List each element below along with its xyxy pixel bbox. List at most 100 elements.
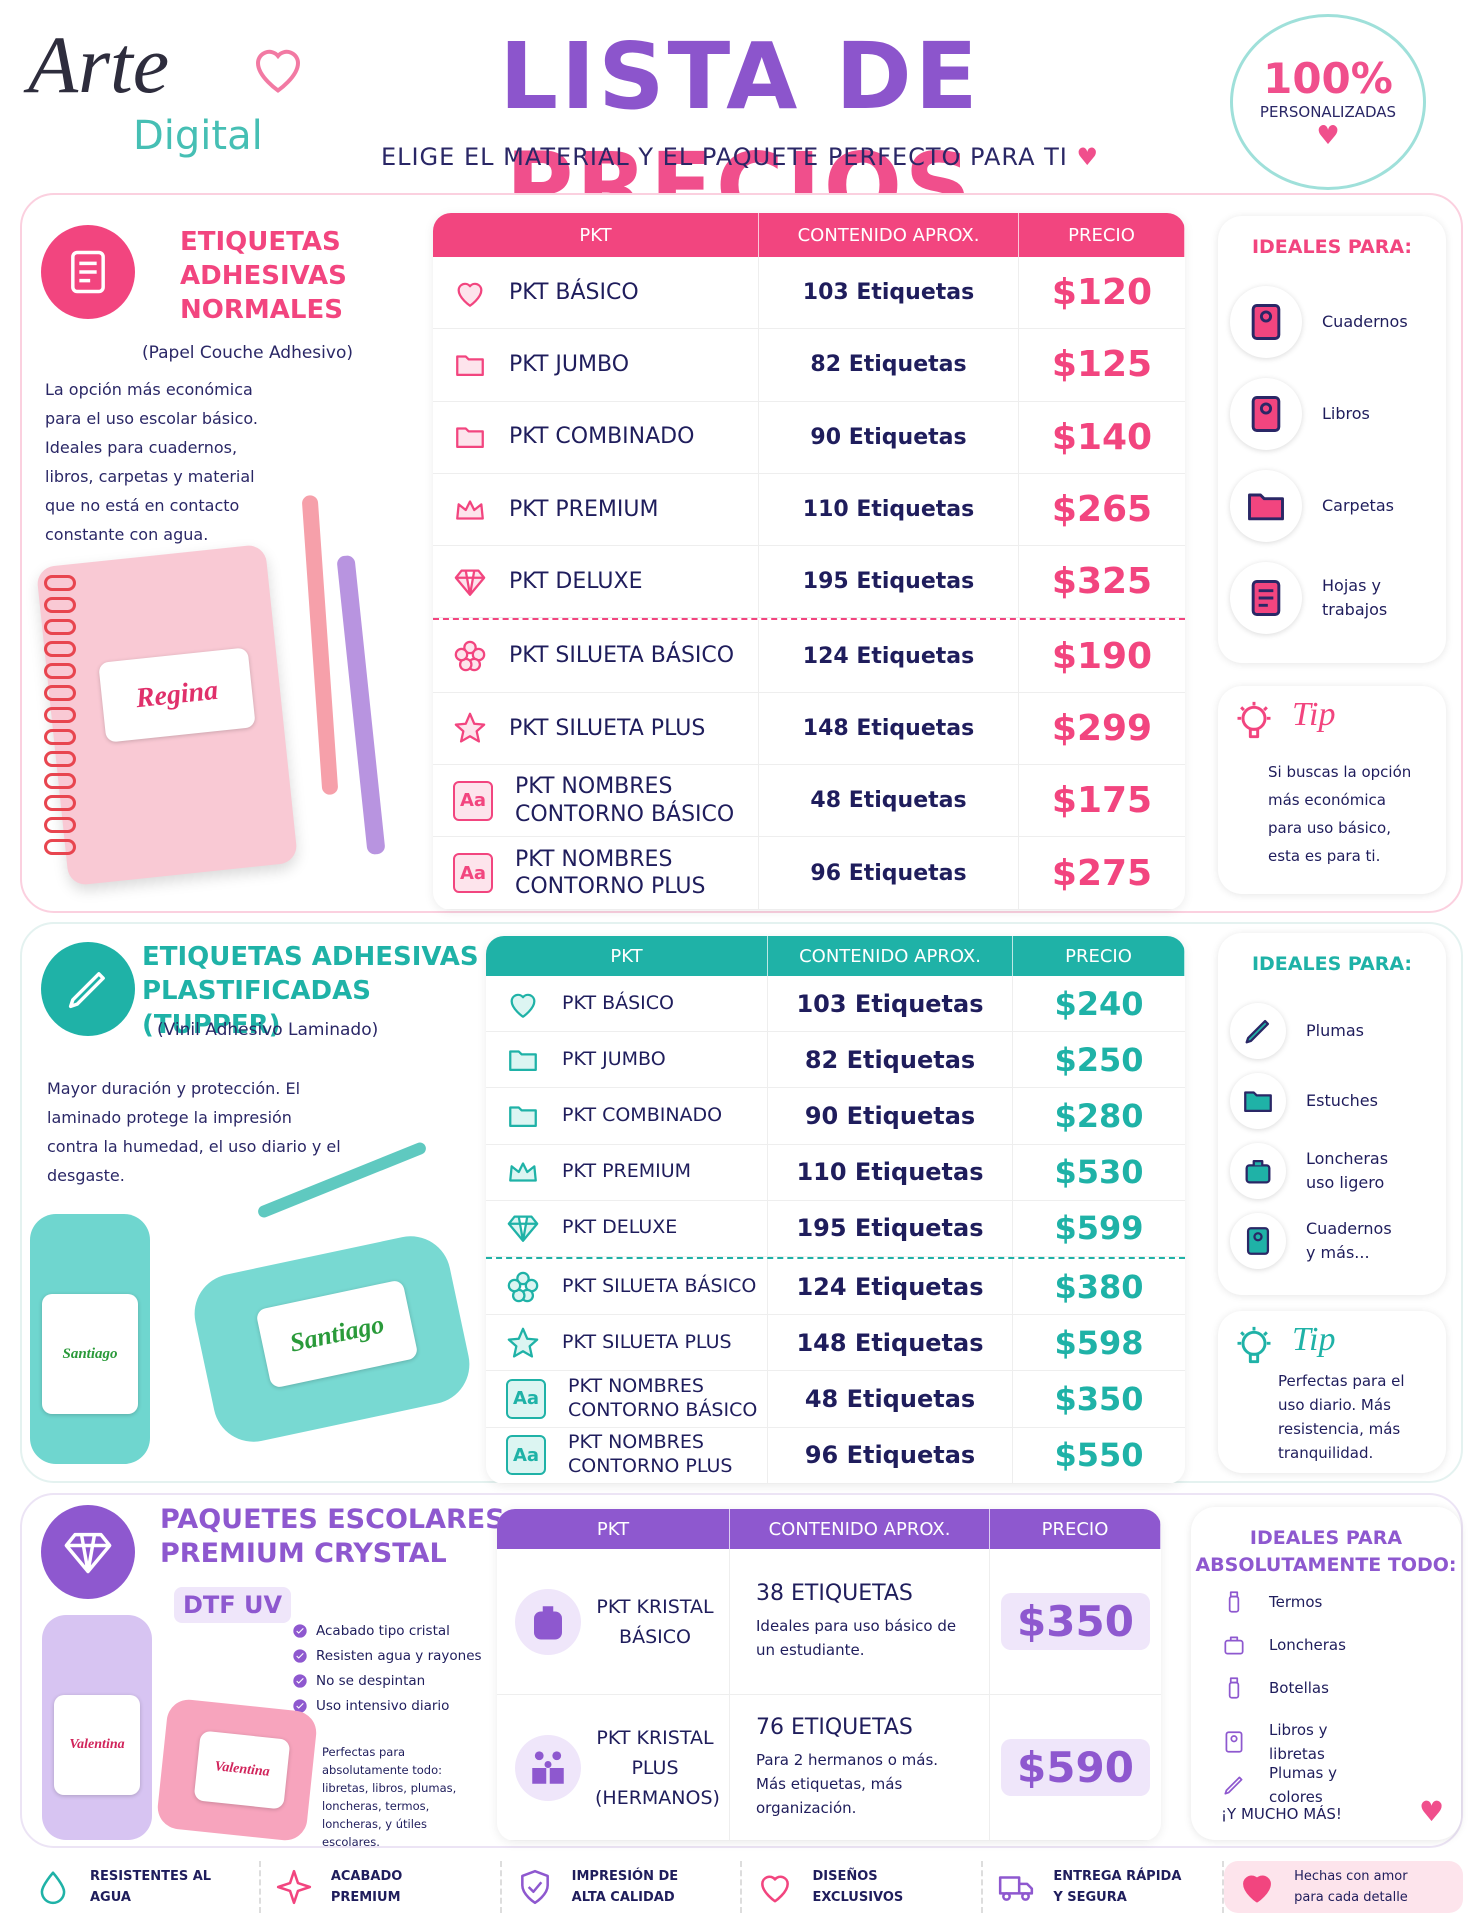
price: $350 (1001, 1593, 1150, 1650)
icon-backpack (534, 1605, 562, 1639)
decoration (532, 1767, 564, 1784)
icon-folder (509, 1106, 537, 1128)
decoration (71, 250, 105, 294)
content-cell: 82 Etiquetas (759, 329, 1019, 401)
decoration (1258, 589, 1274, 607)
footer-text: Hechas con amor para cada detalle (1294, 1869, 1408, 1905)
content: 82 Etiquetas (810, 352, 967, 378)
decoration (1229, 1591, 1239, 1598)
content: 90 Etiquetas (804, 1101, 976, 1130)
footer-text: ACABADO PREMIUM (330, 1869, 403, 1905)
content-title: 38 ETIQUETAS (756, 1581, 913, 1606)
price-cell: $590 (990, 1695, 1161, 1840)
pkt-name: PKT DELUXE (562, 1216, 678, 1239)
footer-text: DISEÑOS EXCLUSIVOS (812, 1869, 904, 1905)
decoration (507, 1327, 539, 1358)
content: 110 Etiquetas (796, 1158, 984, 1187)
ideal-box: IDEALES PARA ABSOLUTAMENTE TODO: Termos Lo… (1191, 1507, 1461, 1840)
ring (44, 707, 76, 723)
ideal-title: IDEALES PARA: (1251, 953, 1413, 975)
pkt-cell: PKT DELUXE (433, 546, 759, 618)
pkt-cell: PKT SILUETA PLUS (433, 692, 759, 765)
decoration (1229, 1636, 1239, 1641)
ring (44, 817, 76, 833)
feature: Resisten agua y rayones (292, 1648, 482, 1664)
ideal-text: Libros y libretas (1269, 1721, 1328, 1763)
price: $325 (1051, 561, 1153, 603)
icon-shield (520, 1869, 549, 1905)
pkt-cell: PKT JUMBO (433, 329, 759, 401)
icon-bottle (1228, 1677, 1240, 1699)
pkt-name: PKT SILUETA PLUS (509, 715, 706, 741)
feature-text: No se despintan (316, 1673, 426, 1689)
sticker: Regina (98, 647, 256, 743)
ideal-item: Hojas y trabajos (1230, 562, 1418, 634)
pkt-name: PKT NOMBRES CONTORNO PLUS (568, 1431, 733, 1478)
tip-box: Tip Si buscas la opción más económica par… (1218, 686, 1446, 894)
content: 103 Etiquetas (802, 280, 975, 306)
pkt-name: PKT NOMBRES CONTORNO BÁSICO (515, 774, 735, 827)
icon-check (293, 1649, 307, 1663)
table-row: Aa PKT NOMBRES CONTORNO PLUS 96 Etiquetas $… (433, 837, 1185, 910)
title-part: LISTA DE (499, 23, 981, 130)
footer: RESISTENTES AL AGUA ACABADO PREMIUM IMPRES… (20, 1857, 1463, 1917)
decoration (509, 1162, 537, 1182)
section-icon (41, 1505, 135, 1599)
ideal-text: Hojas y trabajos (1322, 576, 1388, 619)
decoration (507, 1278, 522, 1292)
pkt-cell: Aa PKT NOMBRES CONTORNO PLUS (486, 1427, 768, 1483)
decoration (463, 640, 477, 655)
ideal-item: Loncheras (1221, 1632, 1365, 1658)
decoration (296, 1627, 304, 1634)
ideal-box: IDEALES PARA: Plumas Estuches Loncheras uso… (1218, 933, 1446, 1295)
decoration (552, 1750, 562, 1760)
table-row: PKT DELUXE 195 Etiquetas $325 (433, 546, 1185, 619)
price-cell: $275 (1019, 837, 1185, 908)
table-row: PKT COMBINADO 90 Etiquetas $280 (486, 1088, 1185, 1145)
content-cell: 82 Etiquetas (768, 1032, 1013, 1088)
ideal-icon (1230, 1003, 1286, 1059)
decoration (1229, 1677, 1239, 1684)
decoration (509, 1106, 537, 1128)
price-cell: $598 (1013, 1315, 1185, 1370)
price: $120 (1051, 272, 1153, 314)
ideal-icon (1230, 286, 1302, 358)
icon-heart (457, 282, 483, 307)
note: Perfectas para absolutamente todo: libre… (322, 1745, 457, 1849)
ideal-title: IDEALES PARA: (1251, 236, 1413, 258)
icon-folder (456, 355, 484, 376)
decoration (1259, 310, 1273, 323)
content: 110 Etiquetas (802, 497, 975, 523)
pkt-name: PKT BÁSICO (562, 991, 675, 1014)
pkt-cell: PKT COMBINADO (433, 401, 759, 473)
footer-item: DISEÑOS EXCLUSIVOS (742, 1861, 984, 1913)
ideal-icon (1230, 1073, 1286, 1129)
price: $280 (1054, 1096, 1144, 1135)
feature: Uso intensivo diario (292, 1698, 449, 1714)
decoration (454, 647, 469, 662)
ideal-text: Termos (1269, 1593, 1323, 1611)
table-row: PKT KRISTAL BÁSICO 38 ETIQUETAS Ideales pa… (497, 1549, 1161, 1695)
table-row: PKT BÁSICO 103 Etiquetas $240 (486, 976, 1185, 1033)
ideal-item: Termos (1221, 1589, 1365, 1615)
footer-text: IMPRESIÓN DE ALTA CALIDAD (571, 1869, 679, 1905)
icon-book (1251, 396, 1281, 432)
price: $590 (1001, 1739, 1150, 1796)
description: Mayor duración y protección. El laminado… (47, 1079, 341, 1185)
icon-pen (1224, 1776, 1243, 1795)
content-cell: 110 Etiquetas (759, 473, 1019, 546)
content-cell: 48 Etiquetas (768, 1371, 1013, 1427)
pkt-name: PKT DELUXE (509, 569, 643, 595)
footer-item: ACABADO PREMIUM (261, 1861, 502, 1913)
pkt-icon (515, 1734, 581, 1801)
header-cell: CONTENIDO APROX. (730, 1509, 990, 1549)
pkt-name: PKT PREMIUM (509, 496, 659, 522)
decoration (1248, 493, 1284, 521)
footer-item: ENTREGA RÁPIDA Y SEGURA (983, 1861, 1225, 1913)
pkt-name: PKT PREMIUM (562, 1160, 692, 1183)
ideal-icon (1230, 562, 1302, 634)
feature: Acabado tipo cristal (292, 1623, 450, 1639)
price-table: PKT CONTENIDO APROX. PRECIO PKT BÁSICO 103 E… (486, 936, 1185, 1484)
decoration (509, 1050, 537, 1071)
ring (44, 839, 76, 855)
